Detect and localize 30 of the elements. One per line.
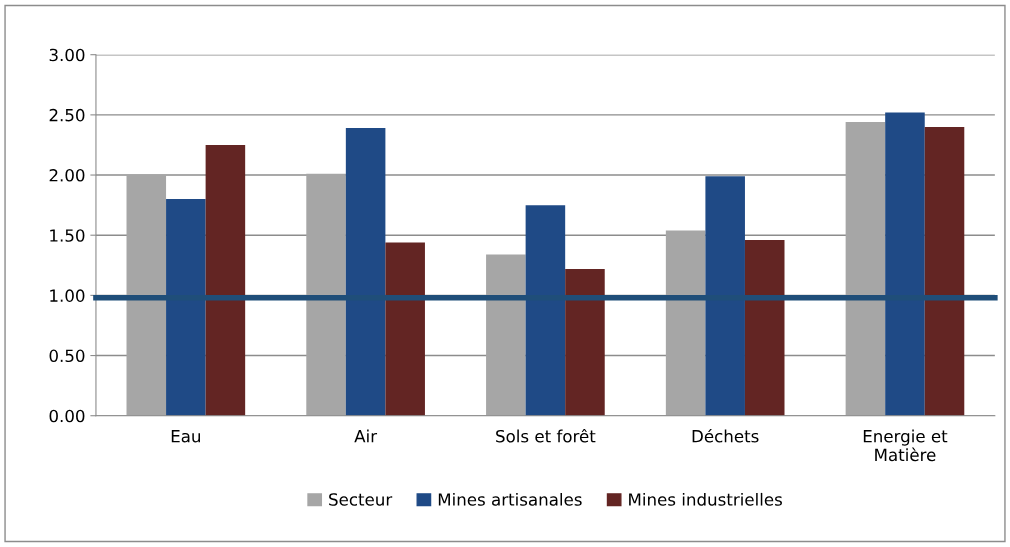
bar — [205, 144, 246, 416]
bar — [126, 175, 167, 416]
y-tick-label: 1.50 — [50, 229, 85, 242]
bar — [665, 230, 706, 416]
y-tick-label: 1.00 — [50, 289, 85, 302]
bar — [166, 199, 206, 416]
x-tick-label: Déchets — [692, 428, 759, 443]
bar — [885, 112, 925, 416]
bar — [744, 240, 785, 416]
x-tick-label: Sols et forêt — [496, 428, 596, 443]
y-tick-label: 0.50 — [49, 349, 85, 363]
bar — [924, 126, 965, 416]
bar — [385, 242, 425, 416]
bar — [705, 176, 745, 416]
y-tick-label: 2.00 — [49, 169, 85, 182]
y-tick-label: 2.50 — [49, 108, 85, 122]
bar — [486, 254, 526, 416]
x-tick-label: Eau — [171, 430, 200, 443]
bar — [565, 268, 605, 416]
x-tick-label: Air — [354, 429, 378, 443]
y-tick-label: 0.00 — [49, 409, 85, 423]
bar — [345, 128, 386, 416]
bar — [845, 122, 886, 416]
legend-label: Mines artisanales — [438, 492, 582, 506]
x-tick-label: Energie et Matière — [863, 429, 948, 462]
y-tick-label: 3.00 — [49, 48, 85, 62]
legend-label: Mines industrielles — [629, 492, 782, 506]
bar — [525, 205, 566, 416]
legend-label: Secteur — [329, 493, 393, 506]
bar — [306, 173, 346, 416]
